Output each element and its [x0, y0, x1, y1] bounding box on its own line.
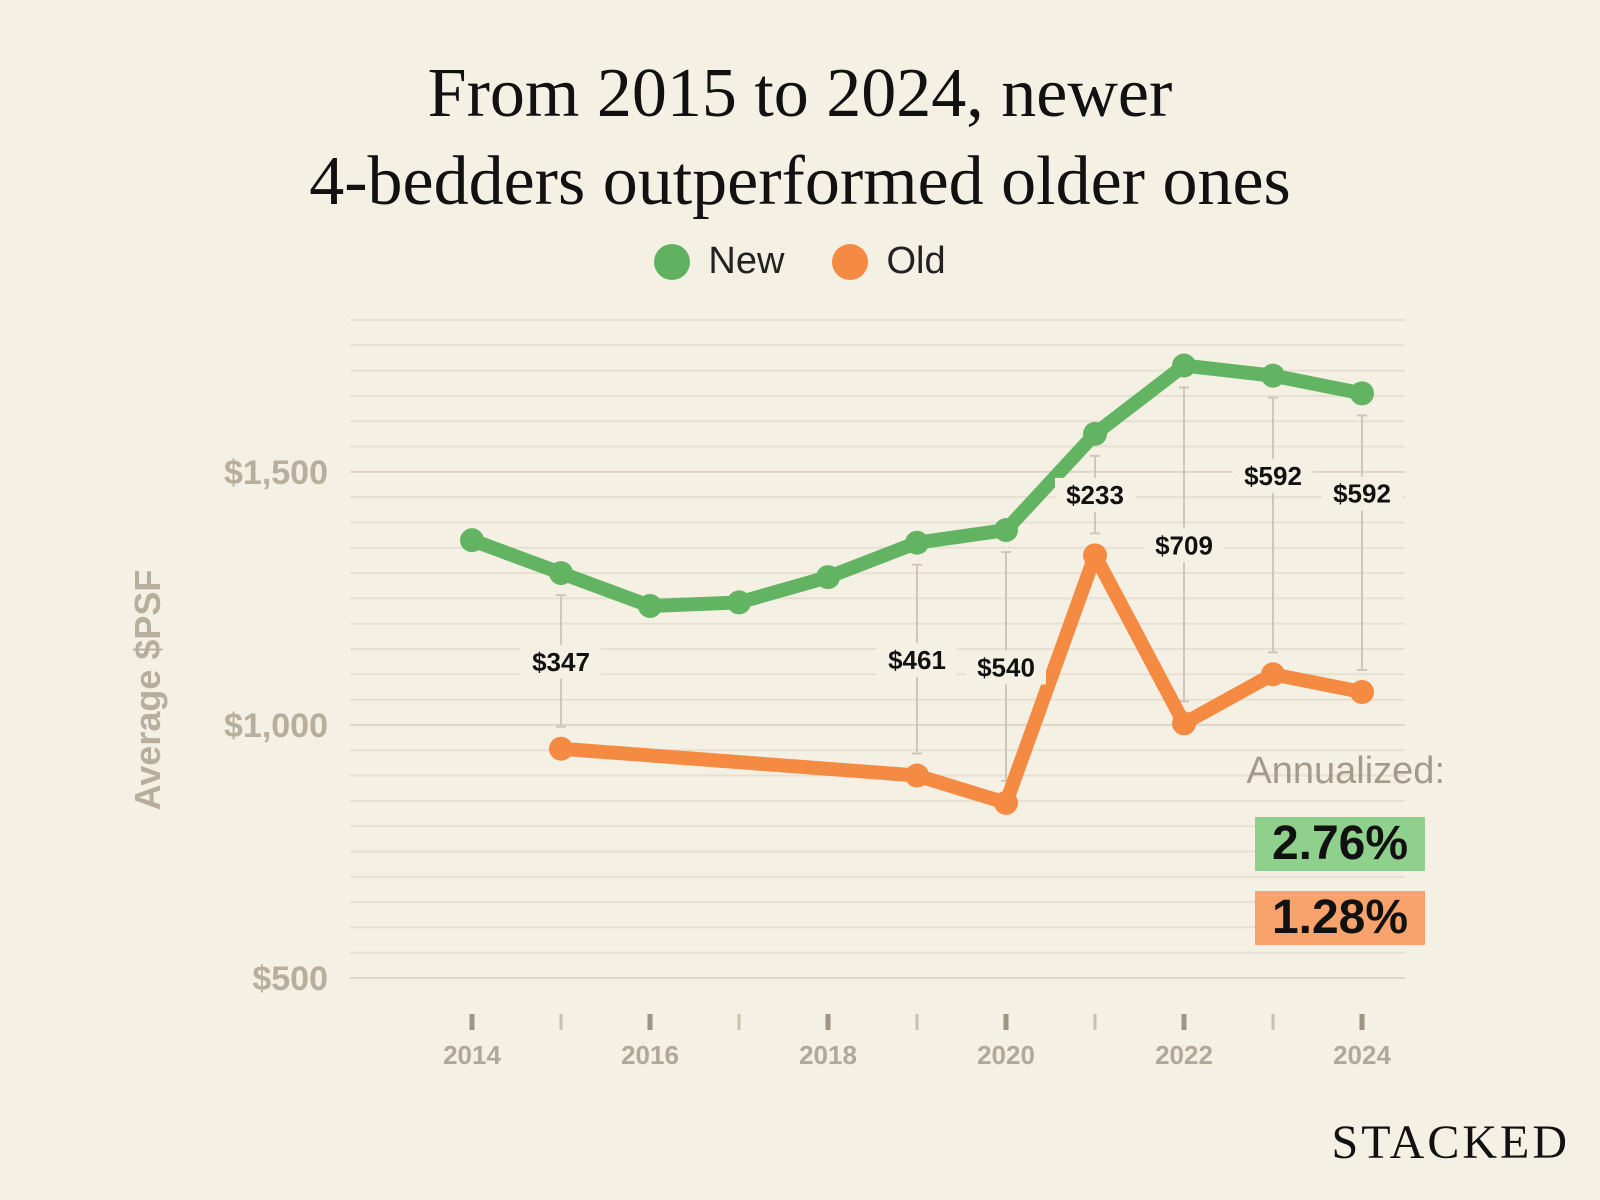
- data-point-new: [1261, 363, 1285, 388]
- data-point-new: [460, 528, 484, 553]
- legend-dot-new: [654, 243, 691, 280]
- chart-legend: New Old: [0, 240, 1600, 283]
- gap-label: $592: [1333, 479, 1391, 509]
- data-point-new: [1350, 381, 1374, 406]
- x-tick-label: 2022: [1155, 1040, 1213, 1070]
- x-tick-label: 2018: [799, 1040, 857, 1070]
- y-tick-label: $500: [252, 960, 328, 998]
- gap-label: $592: [1244, 461, 1302, 491]
- gap-label-bg: [1233, 458, 1313, 493]
- annualized-new-badge: 2.76%: [1255, 817, 1425, 871]
- gap-label-bg: [1144, 528, 1224, 563]
- y-tick-label: $1,000: [224, 707, 328, 745]
- data-point-old: [549, 736, 573, 761]
- x-tick-label: 2014: [443, 1040, 501, 1070]
- annualized-panel: Annualized: 2.76% 1.28%: [1220, 750, 1450, 965]
- data-point-old: [1172, 711, 1196, 736]
- brand-logo: STACKED: [1331, 1116, 1570, 1169]
- y-tick-label: $1,500: [224, 454, 328, 492]
- data-point-old: [994, 790, 1018, 815]
- gap-label: $347: [532, 647, 590, 677]
- gap-label-bg: [1055, 477, 1135, 512]
- annualized-old-badge: 1.28%: [1255, 891, 1425, 945]
- data-point-new: [905, 530, 929, 555]
- chart-title-line-1: From 2015 to 2024, newer: [427, 55, 1173, 132]
- chart-title: From 2015 to 2024, newer 4-bedders outpe…: [0, 50, 1600, 226]
- data-point-new: [727, 590, 751, 615]
- x-tick-label: 2020: [977, 1040, 1035, 1070]
- data-point-old: [1350, 680, 1374, 705]
- gap-label: $540: [977, 652, 1035, 682]
- y-axis-label: Average $PSF: [127, 570, 168, 811]
- gap-label: $461: [888, 645, 946, 675]
- data-point-new: [638, 593, 662, 618]
- data-point-new: [816, 565, 840, 590]
- x-tick-label: 2016: [621, 1040, 679, 1070]
- gap-label: $709: [1155, 530, 1213, 560]
- gap-label: $233: [1066, 480, 1124, 510]
- gap-label-bg: [877, 643, 957, 678]
- data-point-old: [1261, 662, 1285, 687]
- legend-label-new: New: [708, 240, 785, 282]
- data-point-old: [905, 763, 929, 788]
- legend-label-old: Old: [886, 240, 946, 282]
- data-point-new: [1083, 421, 1107, 446]
- x-tick-label: 2024: [1333, 1040, 1391, 1070]
- gap-label-bg: [521, 644, 601, 679]
- gap-label-bg: [966, 650, 1046, 685]
- data-point-new: [994, 518, 1018, 543]
- data-point-new: [1172, 353, 1196, 378]
- gap-label-bg: [1322, 476, 1402, 511]
- data-point-new: [549, 561, 573, 586]
- legend-item-new: New: [654, 240, 784, 283]
- annualized-label: Annualized:: [1246, 750, 1445, 792]
- data-point-old: [1083, 543, 1107, 568]
- chart-title-line-2: 4-bedders outperformed older ones: [309, 143, 1291, 220]
- legend-item-old: Old: [832, 240, 946, 283]
- legend-dot-old: [832, 243, 869, 280]
